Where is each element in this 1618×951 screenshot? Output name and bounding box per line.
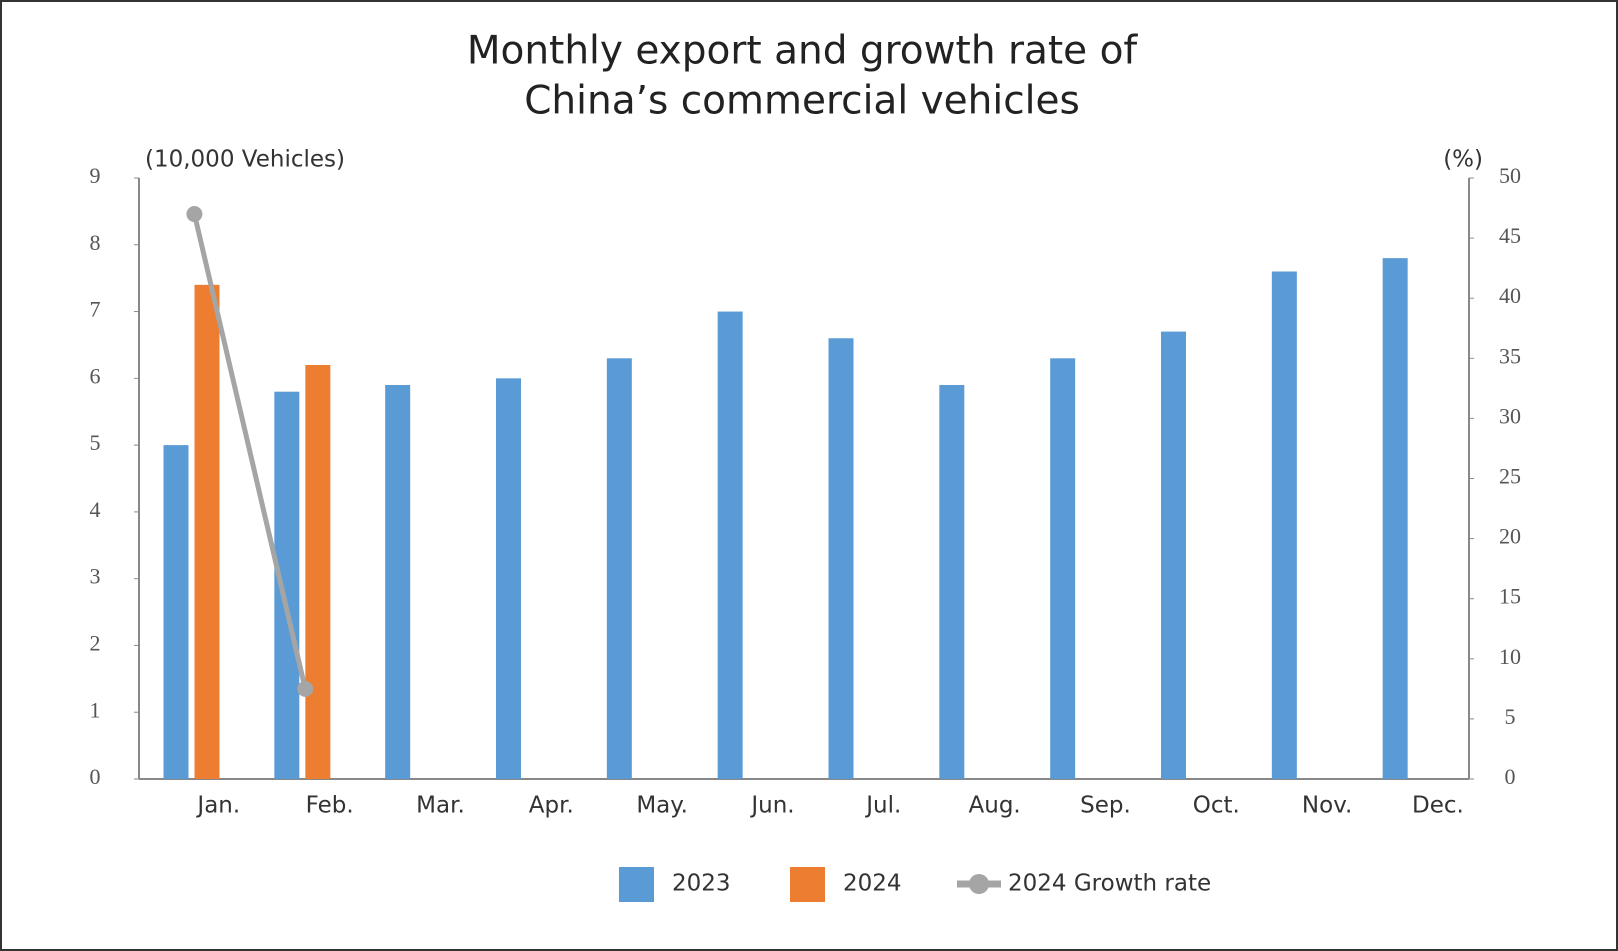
x-tick-label: Jan. — [195, 793, 240, 819]
line — [191, 213, 308, 690]
y2-tick-label: 15 — [1499, 584, 1521, 609]
y-tick-label: 3 — [90, 564, 101, 589]
y2-tick-label: 45 — [1499, 223, 1521, 248]
line-point — [297, 680, 314, 697]
y-axis-label: (10,000 Vehicles) — [145, 147, 345, 173]
y-tick-label: 0 — [90, 764, 101, 789]
x-tick-label: Mar. — [416, 793, 465, 819]
x-tick-label: Jun. — [749, 793, 794, 819]
y-tick-label: 6 — [90, 363, 101, 388]
y2-tick-label: 5 — [1505, 704, 1516, 729]
y-tick-label: 7 — [90, 297, 101, 322]
bar — [1050, 358, 1076, 779]
x-tick-label: Jul. — [864, 793, 901, 819]
x-tick-label: Dec. — [1412, 793, 1464, 819]
bar — [1382, 258, 1408, 780]
y2-tick-label: 10 — [1499, 644, 1521, 669]
bar — [1271, 271, 1297, 779]
x-tick-label: Sep. — [1080, 793, 1131, 819]
legend-label: 2023 — [672, 871, 731, 897]
y2-tick-label: 25 — [1499, 464, 1521, 489]
x-tick-label: Nov. — [1302, 793, 1352, 819]
x-tick-label: Apr. — [529, 793, 574, 819]
y2-tick-label: 50 — [1499, 163, 1521, 188]
chart-title: Monthly export and growth rate of — [467, 29, 1139, 74]
y-tick-label: 5 — [90, 430, 101, 455]
y2-tick-label: 30 — [1499, 403, 1521, 428]
bar — [274, 391, 300, 779]
bar — [385, 385, 411, 779]
y2-tick-label: 35 — [1499, 343, 1521, 368]
chart-title: China’s commercial vehicles — [524, 79, 1080, 124]
bar — [606, 358, 632, 779]
x-tick-label: Oct. — [1193, 793, 1240, 819]
x-tick-label: Aug. — [969, 793, 1021, 819]
bar — [305, 364, 331, 779]
legend-swatch — [969, 874, 989, 894]
x-tick-label: May. — [636, 793, 688, 819]
bar — [194, 284, 220, 779]
legend-label: 2024 — [843, 871, 902, 897]
legend-label: 2024 Growth rate — [1008, 871, 1211, 897]
y-tick-label: 1 — [90, 697, 101, 722]
y-tick-label: 9 — [90, 163, 101, 188]
y2-axis-label: (%) — [1443, 147, 1483, 173]
x-tick-label: Feb. — [306, 793, 354, 819]
bar — [828, 338, 854, 779]
legend-swatch — [790, 867, 825, 902]
bar — [163, 445, 189, 779]
y2-tick-label: 40 — [1499, 283, 1521, 308]
bar — [496, 378, 521, 779]
line-point — [186, 206, 203, 223]
y-tick-label: 4 — [90, 497, 101, 522]
bar — [1161, 331, 1186, 779]
y2-tick-label: 0 — [1505, 764, 1516, 789]
y2-tick-label: 20 — [1499, 524, 1521, 549]
y-tick-label: 2 — [90, 630, 101, 655]
legend-swatch — [619, 867, 654, 902]
y-tick-label: 8 — [90, 230, 101, 255]
bar — [717, 311, 743, 779]
bar — [939, 385, 965, 779]
